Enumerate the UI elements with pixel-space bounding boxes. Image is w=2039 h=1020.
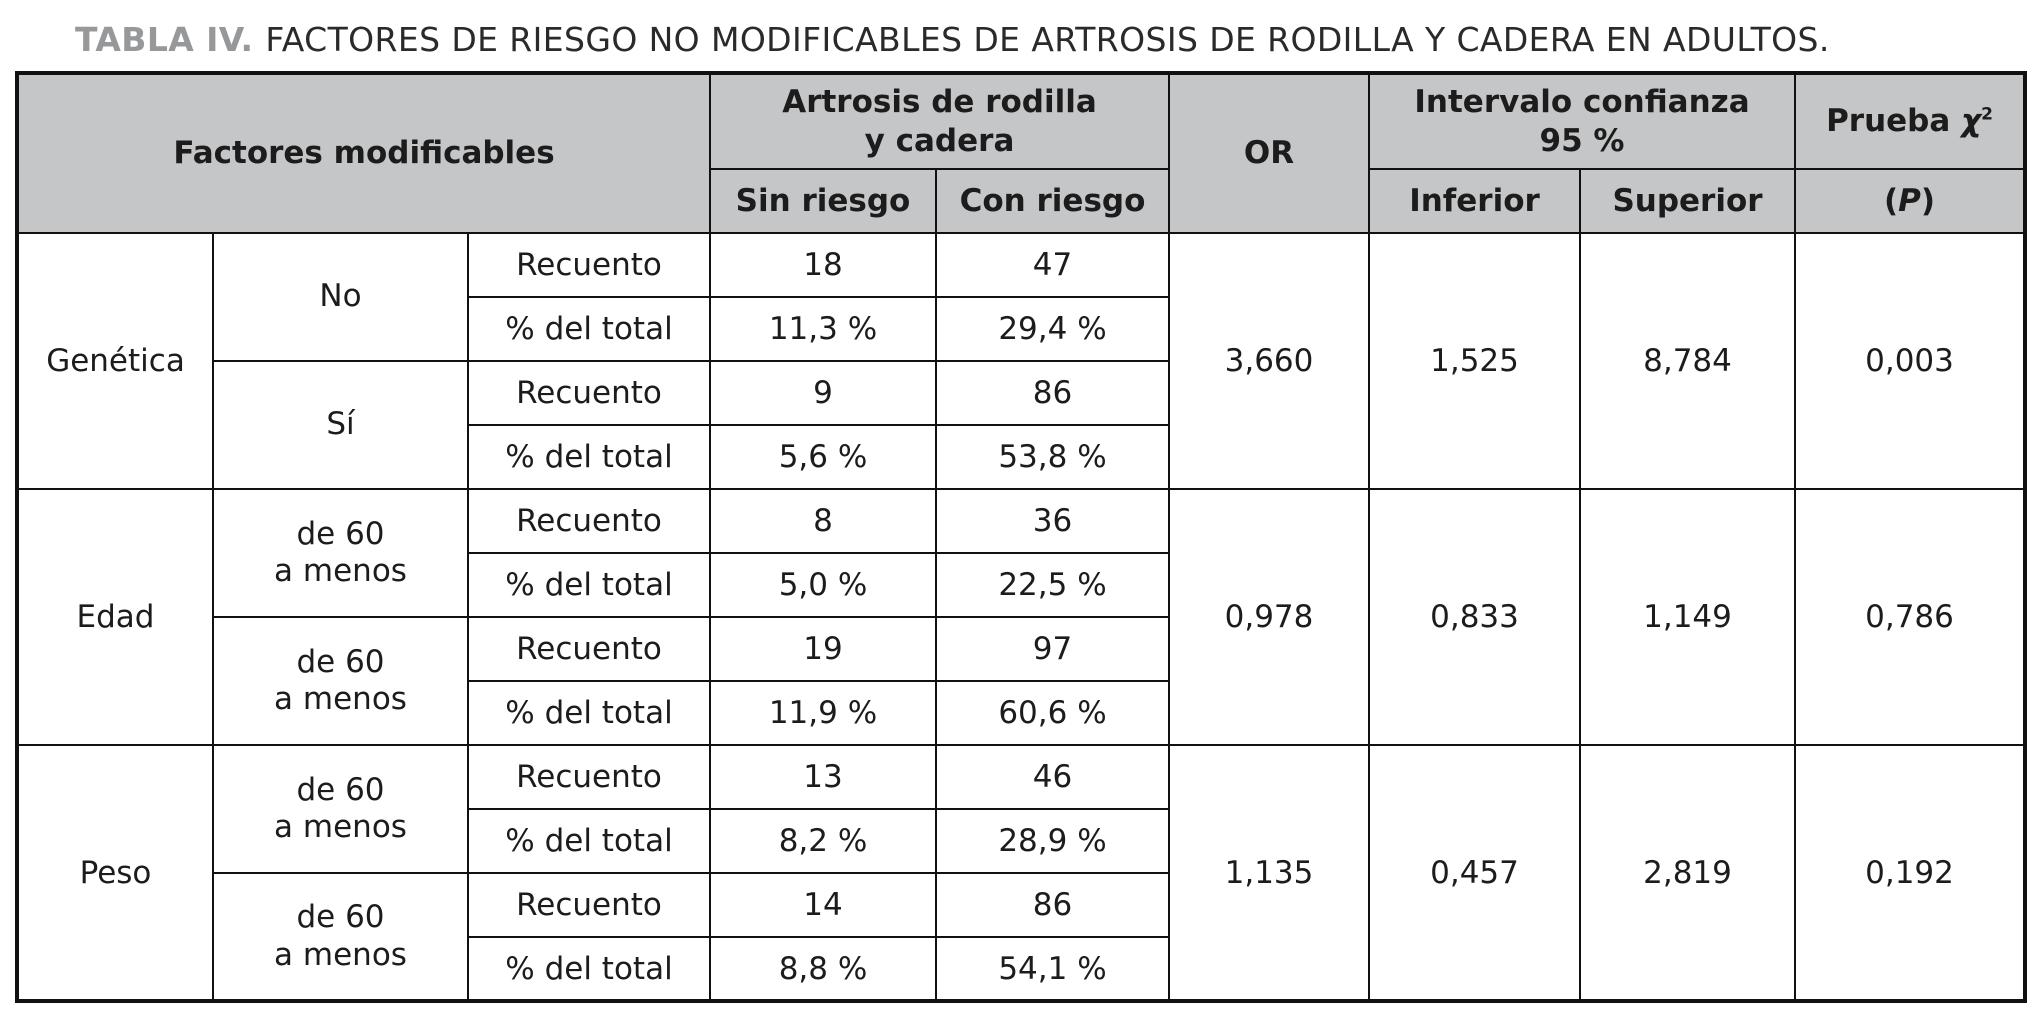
value-sin-riesgo: 18 [709,232,937,298]
category-cell: de 60 a menos [212,616,469,746]
p-value-cell: 0,003 [1794,232,2026,490]
measure-label-recuento: Recuento [467,872,711,938]
header-factores-modificables: Factores modificables [16,72,711,234]
table-title: TABLA IV. FACTORES DE RIESGO NO MODIFICAB… [75,20,2024,59]
ci-superior-cell: 1,149 [1579,488,1796,746]
value-con-riesgo: 22,5 % [935,552,1170,618]
header-or: OR [1168,72,1370,234]
header-artrosis: Artrosis de rodilla y cadera [709,72,1170,170]
value-sin-riesgo: 9 [709,360,937,426]
ci-inferior-cell: 1,525 [1368,232,1581,490]
chi-exponent: 2 [1981,104,1993,125]
category-cell: No [212,232,469,362]
factor-cell-peso: Peso [16,744,214,1002]
header-inferior: Inferior [1368,168,1581,234]
or-cell: 1,135 [1168,744,1370,1002]
ci-inferior-cell: 0,457 [1368,744,1581,1002]
measure-label-recuento: Recuento [467,232,711,298]
category-cell: de 60 a menos [212,872,469,1002]
header-row-2: Sin riesgo Con riesgo Inferior Superior … [17,168,2026,234]
or-cell: 3,660 [1168,232,1370,490]
table-row: Genética No Recuento 18 47 3,660 1,525 8… [16,232,2026,490]
prueba-text: Prueba [1826,103,1962,140]
value-con-riesgo: 97 [935,616,1170,682]
factor-cell-edad: Edad [16,488,214,746]
measure-label-recuento: Recuento [467,488,711,554]
measure-label-pct: % del total [467,680,711,746]
p-value-cell: 0,192 [1794,744,2026,1002]
measure-label-pct: % del total [467,424,711,490]
value-sin-riesgo: 11,9 % [709,680,937,746]
table-row: Edad de 60 a menos Recuento 8 36 0,978 0… [16,488,2026,746]
value-con-riesgo: 29,4 % [935,296,1170,362]
value-sin-riesgo: 8 [709,488,937,554]
value-sin-riesgo: 8,2 % [709,808,937,874]
value-sin-riesgo: 11,3 % [709,296,937,362]
value-con-riesgo: 36 [935,488,1170,554]
risk-factors-table: Factores modificables Artrosis de rodill… [15,71,2027,1003]
p-letter: P [1898,182,1921,219]
table-header: Factores modificables Artrosis de rodill… [16,72,2026,234]
measure-label-recuento: Recuento [467,360,711,426]
header-prueba-chi2: Prueba χ2 [1794,72,2026,170]
value-con-riesgo: 53,8 % [935,424,1170,490]
measure-label-pct: % del total [467,936,711,1002]
measure-label-pct: % del total [467,552,711,618]
header-sin-riesgo: Sin riesgo [709,168,937,234]
value-con-riesgo: 46 [935,744,1170,810]
table-number: TABLA IV. [75,20,254,59]
header-row-1: Factores modificables Artrosis de rodill… [16,72,2026,234]
ci-inferior-cell: 0,833 [1368,488,1581,746]
category-cell: de 60 a menos [212,488,469,618]
measure-label-pct: % del total [467,296,711,362]
header-p-value: (P) [1794,168,2026,234]
factor-cell-genetica: Genética [16,232,214,490]
value-sin-riesgo: 13 [709,744,937,810]
value-sin-riesgo: 5,6 % [709,424,937,490]
table-caption: FACTORES DE RIESGO NO MODIFICABLES DE AR… [265,20,1830,59]
category-cell: Sí [212,360,469,490]
value-con-riesgo: 60,6 % [935,680,1170,746]
p-value-cell: 0,786 [1794,488,2026,746]
value-con-riesgo: 47 [935,232,1170,298]
ci-superior-cell: 8,784 [1579,232,1796,490]
ci-superior-cell: 2,819 [1579,744,1796,1002]
table-body: Genética No Recuento 18 47 3,660 1,525 8… [16,232,2026,1002]
measure-label-recuento: Recuento [467,744,711,810]
value-sin-riesgo: 19 [709,616,937,682]
chi-symbol: χ [1961,103,1982,140]
header-con-riesgo: Con riesgo [935,168,1170,234]
header-intervalo-confianza: Intervalo confianza 95 % [1368,72,1796,170]
value-sin-riesgo: 5,0 % [709,552,937,618]
value-con-riesgo: 54,1 % [935,936,1170,1002]
measure-label-pct: % del total [467,808,711,874]
value-sin-riesgo: 14 [709,872,937,938]
category-cell: de 60 a menos [212,744,469,874]
p-paren-open: ( [1883,182,1899,219]
table-row: Peso de 60 a menos Recuento 13 46 1,135 … [16,744,2026,1002]
or-cell: 0,978 [1168,488,1370,746]
p-paren-close: ) [1920,182,1936,219]
header-superior: Superior [1579,168,1796,234]
value-con-riesgo: 86 [935,360,1170,426]
value-con-riesgo: 28,9 % [935,808,1170,874]
measure-label-recuento: Recuento [467,616,711,682]
value-con-riesgo: 86 [935,872,1170,938]
value-sin-riesgo: 8,8 % [709,936,937,1002]
